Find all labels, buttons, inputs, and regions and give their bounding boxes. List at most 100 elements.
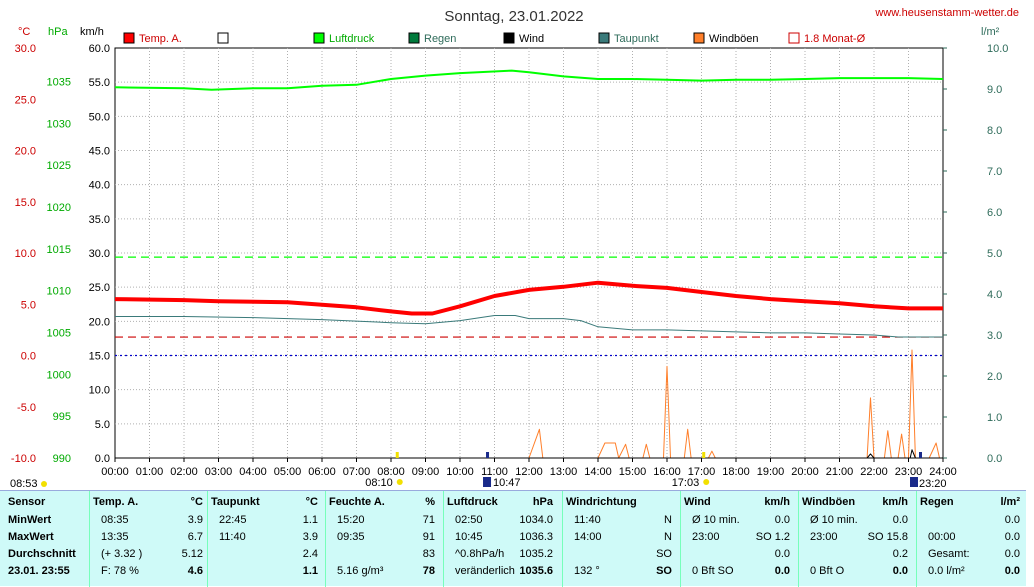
stats-cell-value: 0.2 (892, 548, 908, 560)
stats-column-divider (680, 491, 681, 587)
stats-cell-value: 83 (422, 548, 435, 560)
temp-tick-label: 15.0 (15, 197, 36, 209)
stats-cell-value: 0.0 (892, 565, 908, 577)
sunrise-marker (395, 452, 399, 458)
hour-tick-label: 17:00 (688, 466, 716, 478)
sun-moon-events: 08:10 10:47 17:03 08:53 23:20 (10, 452, 947, 490)
stats-column-header: Regen (920, 496, 954, 508)
stats-table: Sensor MinWert MaxWert Durchschnitt 23.01. 2… (0, 490, 1026, 587)
rain-tick-label: 7.0 (987, 166, 1002, 178)
hour-tick-label: 21:00 (826, 466, 854, 478)
stats-cell-value: SO (656, 565, 672, 577)
stats-column-divider (562, 491, 563, 587)
stats-cell-value: 91 (422, 531, 435, 543)
website-label[interactable]: www.heusenstamm-wetter.de (874, 7, 1019, 19)
hour-tick-label: 03:00 (205, 466, 233, 478)
pressure-tick-label: 1025 (47, 160, 71, 172)
hour-tick-label: 01:00 (136, 466, 164, 478)
stats-row-label: Durchschnitt (8, 548, 76, 560)
hour-tick-label: 11:00 (481, 466, 508, 478)
stats-cell-value: SO 1.2 (755, 531, 790, 543)
weather-chart: 30.0 25.0 20.0 15.0 10.0 5.0 0.0 -5.0 -10.0 1035 1… (10, 7, 1019, 490)
hour-tick-label: 23:00 (895, 466, 923, 478)
pressure-tick-label: 990 (53, 453, 71, 465)
legend-label: Temp. A. (139, 33, 182, 45)
wind-tick-label: 10.0 (89, 385, 110, 397)
hour-tick-label: 12:00 (515, 466, 543, 478)
stats-cell-label: F: 78 % (101, 565, 139, 577)
moonrise-time: 08:53 (10, 478, 38, 490)
stats-cell-value: 1035.2 (519, 548, 553, 560)
hour-tick-label: 10:00 (446, 466, 474, 478)
stats-column-divider (325, 491, 326, 587)
series-line-wind (115, 449, 943, 459)
stats-cell-label: ^0.8hPa/h (455, 548, 505, 560)
wind-tick-label: 60.0 (89, 43, 110, 55)
stats-cell-label: 23:00 (692, 531, 720, 543)
wind-tick-label: 35.0 (89, 214, 110, 226)
stats-cell-label: 0.0 l/m² (928, 565, 965, 577)
rain-tick-label: 0.0 (987, 453, 1002, 465)
stats-column-divider (89, 491, 90, 587)
stats-cell-value: 6.7 (187, 531, 203, 543)
stats-cell-value: 0.0 (892, 514, 908, 526)
legend-label: Windböen (709, 33, 759, 45)
stats-cell-value: 0.0 (774, 548, 790, 560)
sun-icon (703, 479, 710, 485)
stats-column-unit: l/m² (1000, 496, 1020, 508)
chart-axes: 30.0 25.0 20.0 15.0 10.0 5.0 0.0 -5.0 -10.0 1035 1… (11, 43, 1009, 478)
rain-tick-label: 2.0 (987, 371, 1002, 383)
rain-tick-label: 5.0 (987, 248, 1002, 260)
rain-tick-label: 6.0 (987, 207, 1002, 219)
stats-cell-value: 1034.0 (519, 514, 553, 526)
stats-column-header: Windböen (802, 496, 856, 508)
wind-tick-label: 0.0 (95, 453, 110, 465)
pressure-tick-label: 1005 (47, 327, 71, 339)
moonset-time: 23:20 (919, 478, 947, 490)
hour-tick-label: 02:00 (170, 466, 198, 478)
stats-column-header: Luftdruck (447, 496, 498, 508)
stats-cell-label: veränderlich (455, 565, 515, 577)
stats-column-divider (916, 491, 917, 587)
rain-tick-label: 9.0 (987, 84, 1002, 96)
pressure-unit-label: hPa (48, 26, 68, 38)
stats-cell-label: 13:35 (101, 531, 129, 543)
stats-cell-label: Ø 10 min. (810, 514, 858, 526)
stats-cell-label: (+ 3.32 ) (101, 548, 143, 560)
temp-tick-label: 20.0 (15, 146, 36, 158)
series-line-taupunkt (115, 315, 943, 338)
stats-row-label: MinWert (8, 514, 52, 526)
stats-cell-value: 0.0 (1004, 531, 1020, 543)
legend-swatch (598, 32, 610, 44)
stats-cell-label: 00:00 (928, 531, 956, 543)
rain-unit-label: l/m² (981, 26, 1000, 38)
hour-tick-label: 00:00 (101, 466, 129, 478)
wind-tick-label: 25.0 (89, 282, 110, 294)
stats-cell-value: 1036.3 (519, 531, 553, 543)
moonset-icon (910, 477, 918, 487)
stats-row-label: Sensor (8, 496, 46, 508)
wind-tick-label: 55.0 (89, 77, 110, 89)
stats-column-unit: % (425, 496, 435, 508)
rain-tick-label: 8.0 (987, 125, 1002, 137)
hour-tick-label: 14:00 (584, 466, 612, 478)
legend-label: Luftdruck (329, 33, 375, 45)
chart-series (114, 69, 944, 459)
stats-row-label: MaxWert (8, 531, 54, 543)
stats-cell-label: 22:45 (219, 514, 247, 526)
stats-row-label: 23.01. 23:55 (8, 565, 70, 577)
stats-cell-value: 0.0 (1004, 565, 1020, 577)
hour-tick-label: 24:00 (929, 466, 957, 478)
noon-icon (483, 477, 492, 487)
wind-tick-label: 45.0 (89, 146, 110, 158)
stats-column-divider (798, 491, 799, 587)
wind-tick-label: 30.0 (89, 248, 110, 260)
wind-tick-label: 15.0 (89, 351, 110, 363)
legend-label: Wind (519, 33, 544, 45)
stats-cell-label: 10:45 (455, 531, 483, 543)
stats-column-header: Taupunkt (211, 496, 260, 508)
series-line-temp-a- (114, 280, 943, 316)
series-line-luftdruck (114, 69, 944, 91)
wind-tick-label: 20.0 (89, 316, 110, 328)
hour-tick-label: 13:00 (550, 466, 578, 478)
